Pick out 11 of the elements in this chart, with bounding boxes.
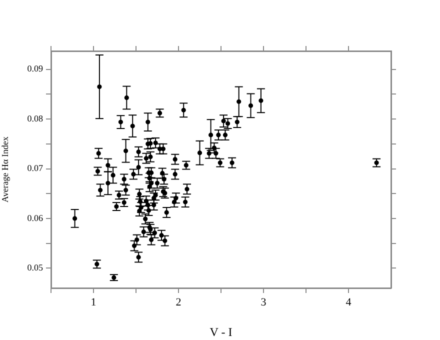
y-axis-title: Average Hα Index [0,136,10,203]
y-tick-label: 0.09 [27,64,44,74]
x-tick-label: 2 [176,296,182,308]
y-tick-label: 0.07 [27,163,44,174]
x-tick-label: 4 [346,296,352,308]
y-tick-label: 0.06 [27,212,44,223]
x-tick-label: 3 [260,296,267,308]
y-tick-label: 0.08 [27,113,44,124]
x-axis-title: V - I [210,324,232,339]
y-tick-label: 0.05 [27,262,44,272]
x-tick-label: 1 [90,296,96,308]
